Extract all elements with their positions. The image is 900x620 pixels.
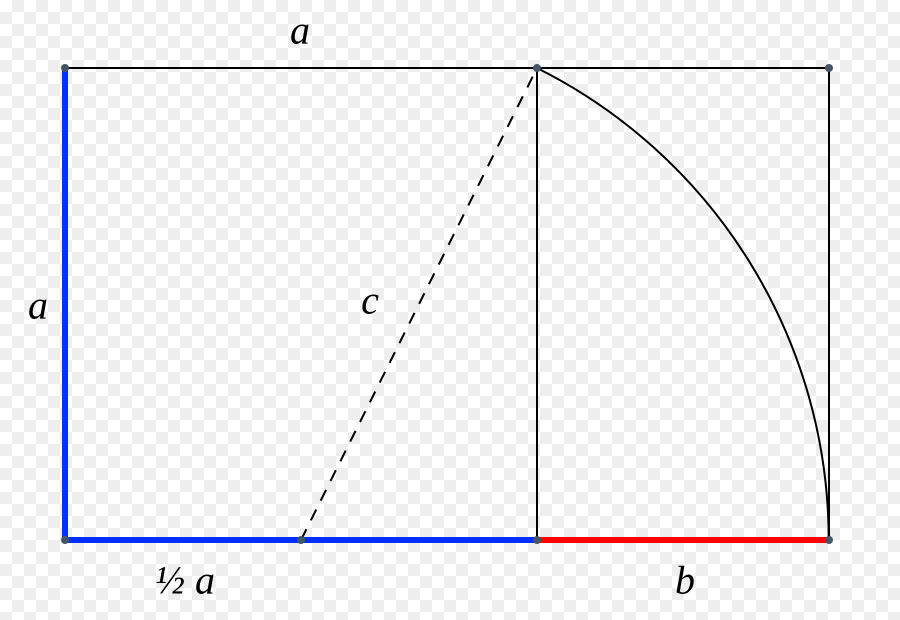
label-c: c [361, 277, 379, 324]
label-left-a: a [28, 282, 48, 329]
label-b: b [675, 557, 695, 604]
label-half-a: ½ a [155, 557, 215, 604]
diagram-svg [0, 0, 900, 620]
label-top-a: a [290, 7, 310, 54]
